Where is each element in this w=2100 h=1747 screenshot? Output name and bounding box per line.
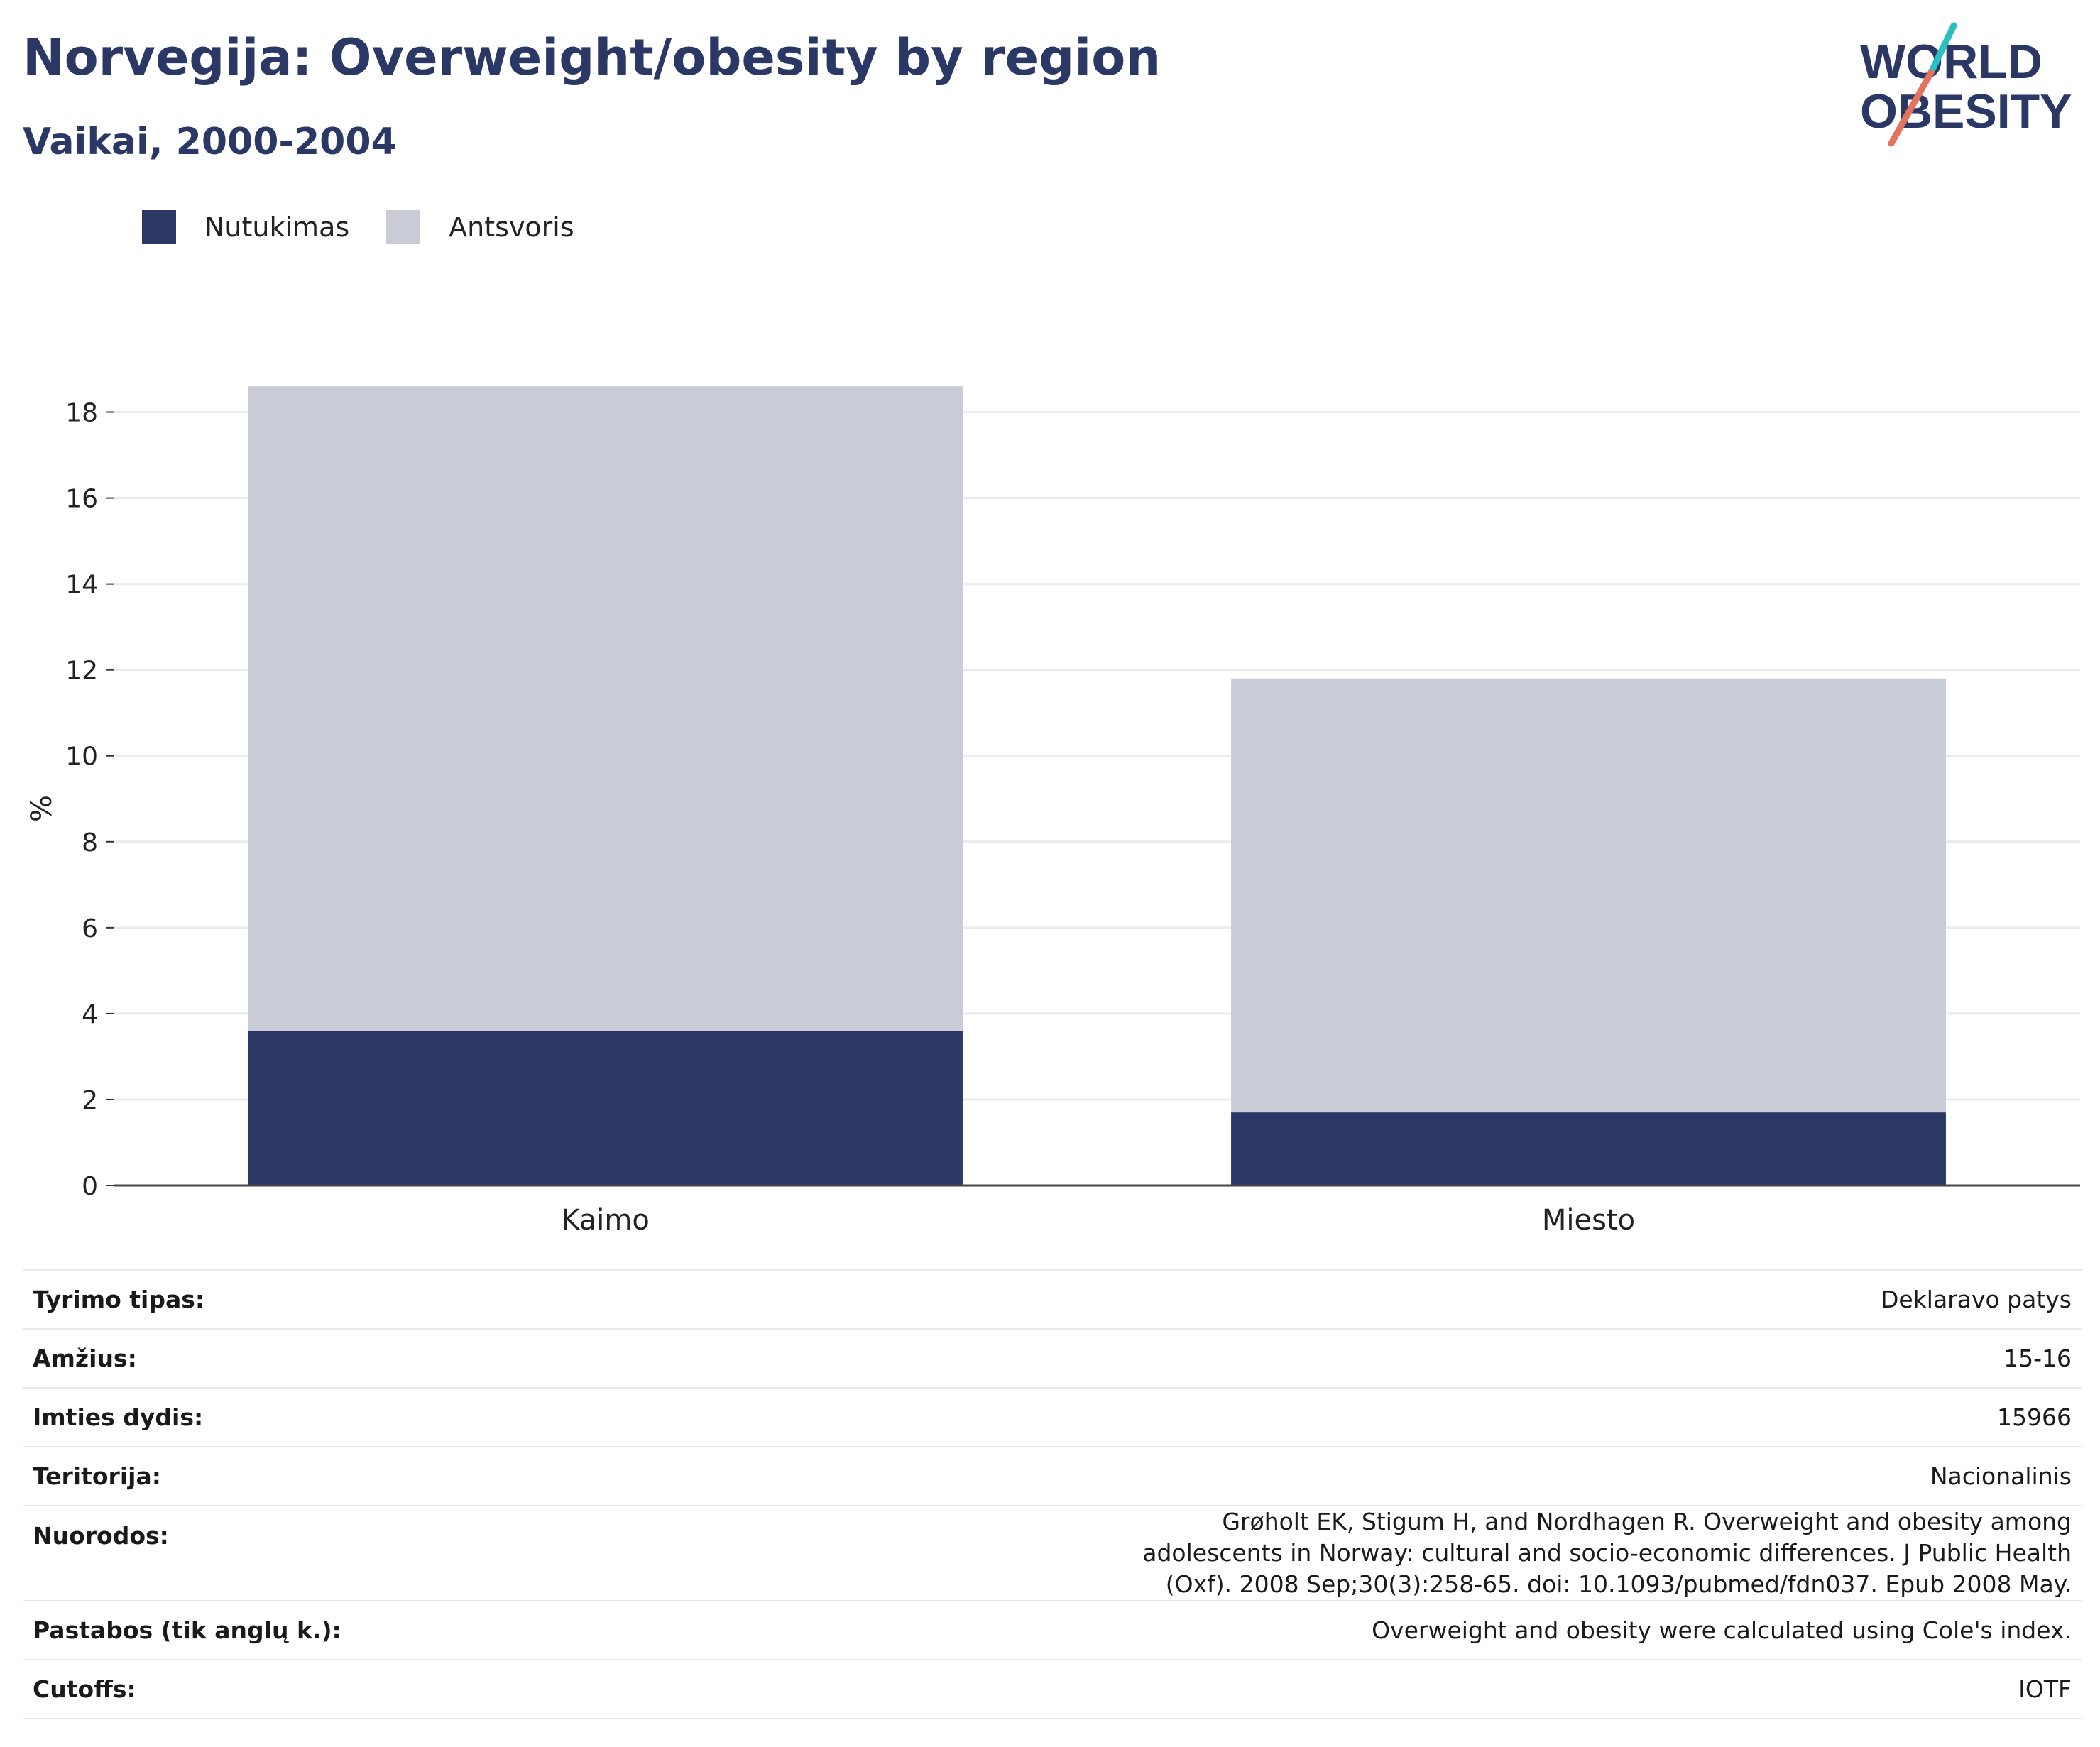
info-label: Teritorija: <box>23 1446 483 1506</box>
logo-coral-slash <box>1888 69 1935 147</box>
y-tick-label: 4 <box>82 1000 98 1029</box>
legend-swatch-antsvoris <box>386 210 421 244</box>
y-tick-label: 0 <box>82 1172 98 1201</box>
world-obesity-logo: WORLD OBESITY <box>1860 22 2072 147</box>
logo-line2: OBESITY <box>1860 84 2072 138</box>
stacked-bar-chart: 0 2 4 6 8 10 12 14 16 18% Kaimo Miesto <box>26 386 2080 1237</box>
x-tick-label: Kaimo <box>561 1204 650 1237</box>
y-tick-label: 6 <box>82 914 98 943</box>
chart-subtitle: Vaikai, 2000-2004 <box>23 121 397 163</box>
legend-item-nutukimas[interactable]: Nutukimas <box>142 210 349 244</box>
y-tick-label: 16 <box>65 485 98 514</box>
info-value: Overweight and obesity were calculated u… <box>483 1600 2082 1660</box>
x-tick-label: Miesto <box>1542 1204 1635 1237</box>
info-label: Amžius: <box>23 1328 483 1388</box>
y-tick-label: 18 <box>65 399 98 428</box>
info-label: Tyrimo tipas: <box>23 1269 483 1329</box>
logo-line1: WORLD <box>1860 35 2042 89</box>
info-row: Teritorija: Nacionalinis <box>23 1446 2082 1506</box>
bar-kaimo-nutukimas <box>248 1031 963 1185</box>
info-row: Cutoffs: IOTF <box>23 1659 2082 1719</box>
bar-kaimo-antsvoris <box>248 386 963 1031</box>
info-label: Nuorodos: <box>23 1505 483 1601</box>
y-tick-label: 8 <box>82 828 98 858</box>
info-row: Imties dydis: 15966 <box>23 1387 2082 1447</box>
study-info-table: Tyrimo tipas: Deklaravo patys Amžius: 15-16… <box>23 1269 2082 1719</box>
legend-label-nutukimas: Nutukimas <box>204 212 350 243</box>
y-axis-label: % <box>26 795 58 822</box>
info-value: Nacionalinis <box>483 1446 2082 1506</box>
y-tick-label: 10 <box>65 743 98 772</box>
info-row: Pastabos (tik anglų k.): Overweight and o… <box>23 1600 2082 1660</box>
info-label: Pastabos (tik anglų k.): <box>23 1600 483 1660</box>
info-value: IOTF <box>483 1659 2082 1719</box>
y-tick-label: 2 <box>82 1086 98 1115</box>
y-tick-label: 12 <box>65 657 98 686</box>
info-row: Amžius: 15-16 <box>23 1328 2082 1388</box>
info-value: 15966 <box>483 1387 2082 1447</box>
info-label: Imties dydis: <box>23 1387 483 1447</box>
legend-item-antsvoris[interactable]: Antsvoris <box>386 210 574 244</box>
logo-teal-slash <box>1927 22 1957 76</box>
info-row: Nuorodos: Grøholt EK, Stigum H, and Nordh… <box>23 1505 2082 1601</box>
info-value: Grøholt EK, Stigum H, and Nordhagen R. O… <box>483 1505 2082 1601</box>
info-label: Cutoffs: <box>23 1659 483 1719</box>
chart-legend: Nutukimas Antsvoris <box>142 210 611 244</box>
y-tick-label: 14 <box>65 571 98 600</box>
info-value: Deklaravo patys <box>483 1269 2082 1329</box>
legend-swatch-nutukimas <box>142 210 176 244</box>
info-row: Tyrimo tipas: Deklaravo patys <box>23 1269 2082 1329</box>
chart-title: Norvegija: Overweight/obesity by region <box>23 28 1161 87</box>
legend-label-antsvoris: Antsvoris <box>449 212 574 243</box>
info-value: 15-16 <box>483 1328 2082 1388</box>
bar-miesto-antsvoris <box>1231 678 1946 1113</box>
bar-miesto-nutukimas <box>1231 1112 1946 1185</box>
